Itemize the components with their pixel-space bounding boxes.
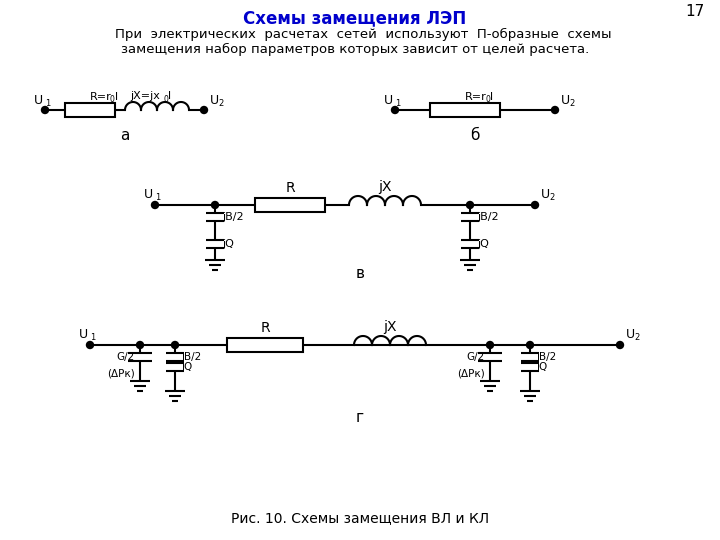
Bar <box>227 338 303 352</box>
Text: а: а <box>120 127 129 143</box>
Text: U: U <box>626 328 635 341</box>
Text: 1: 1 <box>45 98 50 107</box>
Text: 17: 17 <box>685 4 705 19</box>
Text: 0: 0 <box>163 94 168 104</box>
Circle shape <box>171 341 179 348</box>
Circle shape <box>200 106 207 113</box>
Text: jQ: jQ <box>222 239 234 249</box>
Circle shape <box>151 201 158 208</box>
Bar <box>255 198 325 212</box>
Text: U: U <box>210 93 219 106</box>
Circle shape <box>42 106 48 113</box>
Text: l: l <box>115 92 118 102</box>
Circle shape <box>212 201 218 208</box>
Text: 0: 0 <box>110 96 115 105</box>
Circle shape <box>616 341 624 348</box>
Text: U: U <box>384 93 393 106</box>
Text: 1: 1 <box>155 193 161 202</box>
Text: При  электрических  расчетах  сетей  используют  П-образные  схемы: При электрических расчетах сетей использ… <box>98 28 612 40</box>
Text: R: R <box>285 181 294 195</box>
Text: Схемы замещения ЛЭП: Схемы замещения ЛЭП <box>243 9 467 27</box>
Text: г: г <box>356 409 364 424</box>
Text: 2: 2 <box>569 98 575 107</box>
Text: jB/2: jB/2 <box>222 212 243 222</box>
Text: 1: 1 <box>90 334 95 342</box>
Circle shape <box>552 106 559 113</box>
Text: 2: 2 <box>634 334 639 342</box>
Text: R: R <box>260 321 270 335</box>
Text: U: U <box>34 93 43 106</box>
Text: (ΔPк): (ΔPк) <box>457 368 485 378</box>
Text: U: U <box>541 188 550 201</box>
Circle shape <box>137 341 143 348</box>
Text: 2: 2 <box>218 98 223 107</box>
Text: U: U <box>561 93 570 106</box>
Bar <box>430 103 500 117</box>
Text: l: l <box>168 91 171 101</box>
Text: (ΔPк): (ΔPк) <box>107 368 135 378</box>
Text: jQ: jQ <box>181 362 192 372</box>
Circle shape <box>86 341 94 348</box>
Circle shape <box>392 106 398 113</box>
Text: G/2: G/2 <box>467 352 485 362</box>
Text: 0: 0 <box>485 96 490 105</box>
Text: G/2: G/2 <box>117 352 135 362</box>
Text: 2: 2 <box>549 193 554 202</box>
Text: jX: jX <box>383 320 397 334</box>
Text: Рис. 10. Схемы замещения ВЛ и КЛ: Рис. 10. Схемы замещения ВЛ и КЛ <box>231 511 489 525</box>
Text: jB/2: jB/2 <box>536 352 557 362</box>
Text: б: б <box>470 127 480 143</box>
Circle shape <box>531 201 539 208</box>
Text: R=r: R=r <box>90 92 112 102</box>
Text: jB/2: jB/2 <box>477 212 499 222</box>
Text: 1: 1 <box>395 98 400 107</box>
Circle shape <box>467 201 474 208</box>
Text: l: l <box>490 92 493 102</box>
Text: в: в <box>356 266 364 280</box>
Text: R=r: R=r <box>465 92 487 102</box>
Text: jB/2: jB/2 <box>181 352 202 362</box>
Text: U: U <box>144 188 153 201</box>
Text: jX=jx: jX=jx <box>130 91 160 101</box>
Circle shape <box>526 341 534 348</box>
Bar <box>65 103 115 117</box>
Circle shape <box>487 341 493 348</box>
Text: U: U <box>79 328 88 341</box>
Text: замещения набор параметров которых зависит от целей расчета.: замещения набор параметров которых завис… <box>121 43 589 56</box>
Text: jQ: jQ <box>536 362 547 372</box>
Text: jX: jX <box>378 180 392 194</box>
Text: jQ: jQ <box>477 239 489 249</box>
